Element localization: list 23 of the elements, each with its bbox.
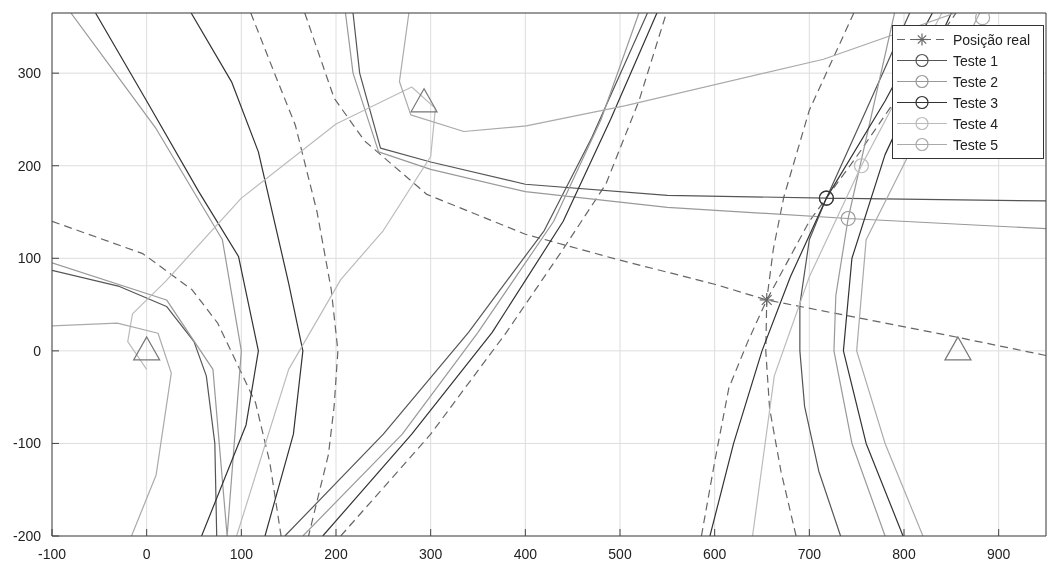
x-tick-label: 400	[513, 545, 538, 562]
x-tick-label: -100	[37, 545, 67, 562]
x-tick-label: 200	[324, 545, 348, 562]
y-tick-label: -200	[12, 527, 42, 544]
x-tick-label: 500	[608, 545, 632, 562]
x-tick-label: 300	[418, 545, 443, 562]
legend-label: Posição real	[953, 31, 1031, 48]
y-tick-label: 100	[17, 250, 42, 267]
legend-label: Teste 1	[953, 52, 999, 69]
y-tick-label: 200	[17, 157, 42, 174]
x-tick-label: 900	[986, 545, 1011, 562]
legend-label: Teste 4	[953, 115, 999, 132]
legend-label: Teste 3	[953, 94, 999, 111]
y-tick-label: 300	[17, 65, 42, 82]
legend-label: Teste 5	[953, 136, 999, 153]
legend-label: Teste 2	[953, 73, 999, 90]
x-tick-label: 0	[142, 545, 151, 562]
x-tick-label: 100	[229, 545, 254, 562]
y-tick-label: 0	[33, 342, 42, 359]
x-tick-label: 600	[702, 545, 727, 562]
x-tick-label: 700	[797, 545, 822, 562]
x-tick-label: 800	[892, 545, 916, 562]
y-tick-label: -100	[12, 435, 42, 452]
